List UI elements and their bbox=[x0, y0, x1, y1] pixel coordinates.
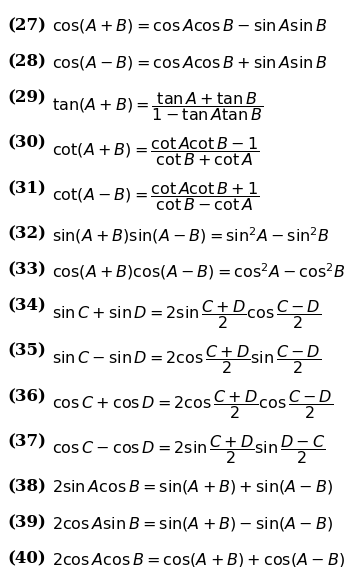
Text: $\tan(A+B) = \dfrac{\tan A+\tan B}{1-\tan A\tan B}$: $\tan(A+B) = \dfrac{\tan A+\tan B}{1-\ta… bbox=[52, 90, 264, 122]
Text: $2\cos A\cos B = \cos(A+B) + \cos(A-B)$: $2\cos A\cos B = \cos(A+B) + \cos(A-B)$ bbox=[52, 551, 346, 567]
Text: $\cos C - \cos D = 2\sin\dfrac{C+D}{2}\sin\dfrac{D-C}{2}$: $\cos C - \cos D = 2\sin\dfrac{C+D}{2}\s… bbox=[52, 433, 326, 466]
Text: $\cos C + \cos D = 2\cos\dfrac{C+D}{2}\cos\dfrac{C-D}{2}$: $\cos C + \cos D = 2\cos\dfrac{C+D}{2}\c… bbox=[52, 388, 334, 421]
Text: $\cos(A+B)\cos(A-B) = \cos^2\!A - \cos^2\!B$: $\cos(A+B)\cos(A-B) = \cos^2\!A - \cos^2… bbox=[52, 261, 346, 282]
Text: $\sin C + \sin D = 2\sin\dfrac{C+D}{2}\cos\dfrac{C-D}{2}$: $\sin C + \sin D = 2\sin\dfrac{C+D}{2}\c… bbox=[52, 298, 322, 331]
Text: (35): (35) bbox=[7, 343, 46, 360]
Text: $2\cos A\sin B = \sin(A+B) - \sin(A-B)$: $2\cos A\sin B = \sin(A+B) - \sin(A-B)$ bbox=[52, 515, 334, 532]
Text: (27): (27) bbox=[7, 18, 46, 35]
Text: (28): (28) bbox=[7, 53, 46, 70]
Text: (34): (34) bbox=[7, 298, 46, 315]
Text: (37): (37) bbox=[7, 433, 46, 450]
Text: $\sin(A+B)\sin(A-B) = \sin^2\!A - \sin^2\!B$: $\sin(A+B)\sin(A-B) = \sin^2\!A - \sin^2… bbox=[52, 225, 330, 246]
Text: (32): (32) bbox=[7, 225, 46, 242]
Text: $\cos(A+B) = \cos A\cos B - \sin A\sin B$: $\cos(A+B) = \cos A\cos B - \sin A\sin B… bbox=[52, 18, 328, 35]
Text: (38): (38) bbox=[7, 479, 46, 496]
Text: $\cot(A+B) = \dfrac{\cot A\cot B-1}{\cot B+\cot A}$: $\cot(A+B) = \dfrac{\cot A\cot B-1}{\cot… bbox=[52, 135, 260, 168]
Text: $2\sin A\cos B = \sin(A+B) + \sin(A-B)$: $2\sin A\cos B = \sin(A+B) + \sin(A-B)$ bbox=[52, 479, 334, 497]
Text: (33): (33) bbox=[7, 261, 46, 278]
Text: $\sin C - \sin D = 2\cos\dfrac{C+D}{2}\sin\dfrac{C-D}{2}$: $\sin C - \sin D = 2\cos\dfrac{C+D}{2}\s… bbox=[52, 343, 322, 376]
Text: (39): (39) bbox=[7, 515, 46, 532]
Text: (31): (31) bbox=[7, 180, 46, 197]
Text: (36): (36) bbox=[7, 388, 46, 405]
Text: (29): (29) bbox=[7, 90, 46, 107]
Text: (40): (40) bbox=[7, 551, 46, 567]
Text: (30): (30) bbox=[7, 135, 46, 152]
Text: $\cot(A-B) = \dfrac{\cot A\cot B+1}{\cot B-\cot A}$: $\cot(A-B) = \dfrac{\cot A\cot B+1}{\cot… bbox=[52, 180, 260, 213]
Text: $\cos(A-B) = \cos A\cos B + \sin A\sin B$: $\cos(A-B) = \cos A\cos B + \sin A\sin B… bbox=[52, 53, 328, 71]
